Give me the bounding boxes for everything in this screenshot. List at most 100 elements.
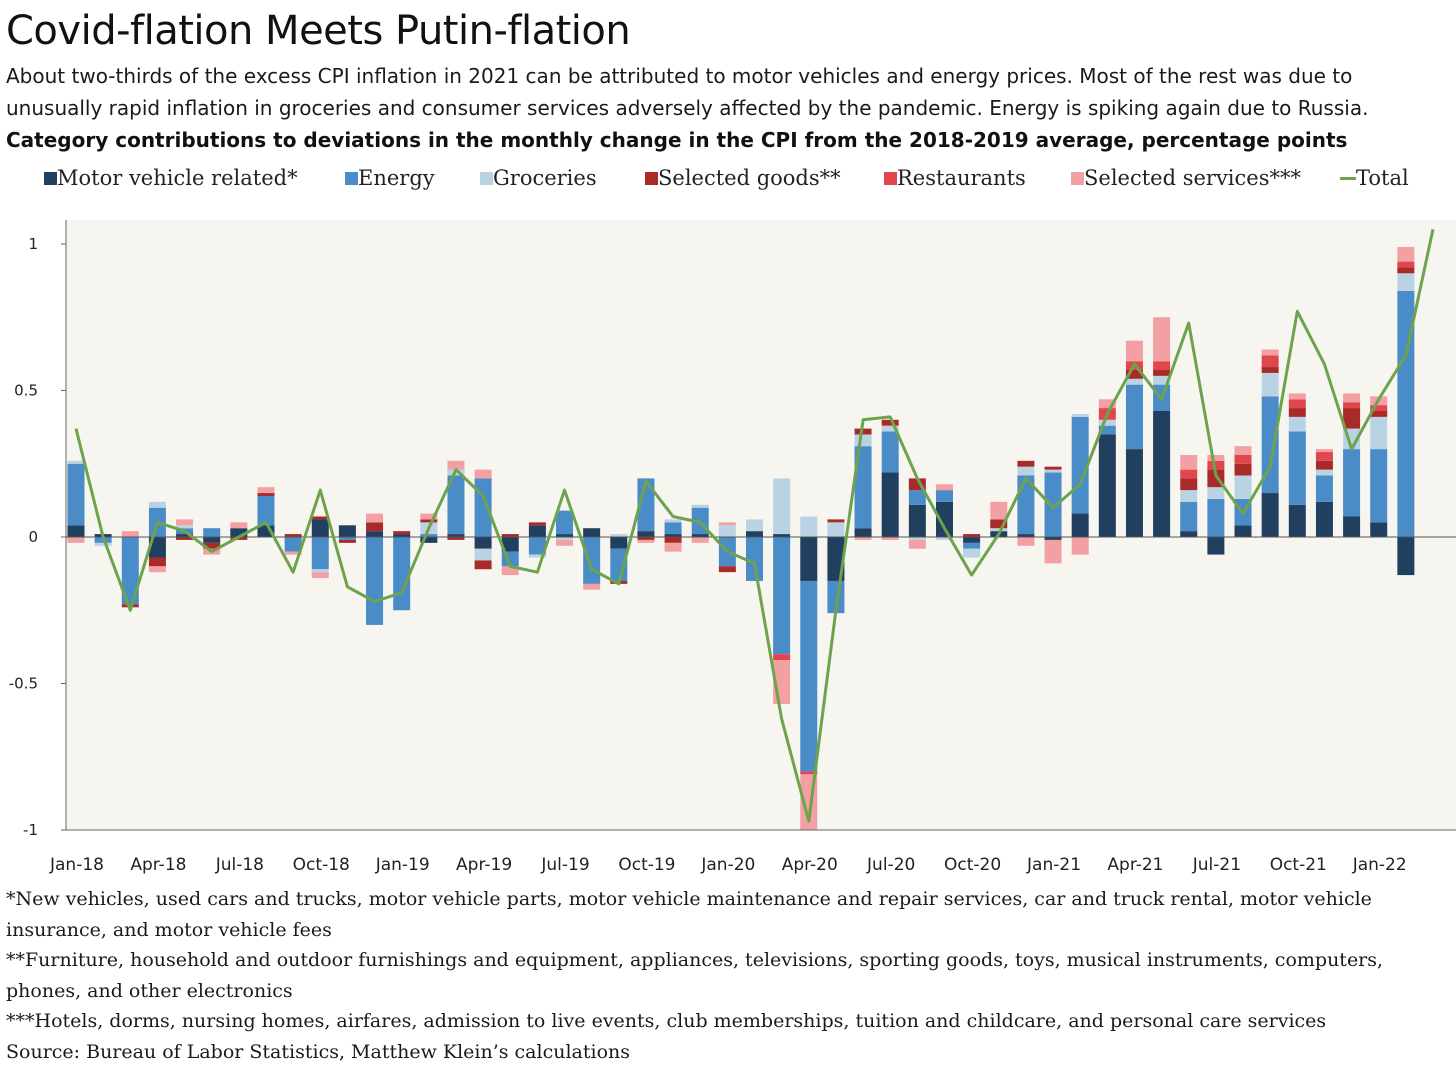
bar-segment	[990, 519, 1008, 529]
y-axis: 1 0.5 0 -0.5 -1	[9, 220, 67, 839]
bar-segment	[1017, 466, 1035, 476]
legend-item-groceries: Groceries	[480, 166, 597, 190]
legend-line-total	[1340, 176, 1356, 180]
legend-label-energy: Energy	[358, 166, 435, 190]
bar-segment	[583, 537, 601, 584]
legend-swatch-restaurants	[884, 171, 897, 185]
bar-segment	[800, 771, 818, 775]
bar-segment	[1098, 425, 1116, 435]
bar-segment	[1397, 290, 1415, 537]
bar-segment	[718, 566, 736, 573]
bar-segment	[1343, 393, 1361, 403]
bar-segment	[1315, 475, 1333, 502]
y-tick-label: 1	[28, 235, 38, 253]
bar-segment	[420, 513, 438, 520]
bar-segment	[203, 537, 221, 543]
legend-label-selected-services: Selected services***	[1084, 166, 1301, 190]
bar-segment	[1153, 369, 1171, 376]
bar-segment	[311, 572, 329, 579]
legend-swatch-selected-goods	[645, 171, 658, 185]
legend-swatch-motor-vehicle	[44, 171, 57, 185]
bar-segment	[881, 419, 899, 426]
bar-segment	[203, 528, 221, 537]
bar-segment	[664, 519, 682, 523]
x-tick-label: Jan-22	[1352, 855, 1407, 875]
x-tick-label: Apr-18	[130, 855, 186, 875]
bar-segment	[935, 501, 953, 537]
bar-segment	[1261, 372, 1279, 397]
bar-segment	[67, 537, 85, 543]
bar-segment	[1207, 537, 1225, 555]
bar-segment	[1343, 408, 1361, 429]
bar-segment	[1017, 534, 1035, 537]
bar-segment	[854, 428, 872, 435]
bar-segment	[1017, 460, 1035, 467]
bar-segment	[67, 460, 85, 464]
bar-segment	[963, 548, 981, 558]
bar-segment	[366, 513, 384, 523]
bar-segment	[800, 516, 818, 537]
x-axis: Jan-18 Apr-18 Jul-18 Oct-18 Jan-19 Apr-19 Jul-…	[49, 829, 1456, 875]
bar-segment	[528, 525, 546, 537]
bar-segment	[284, 551, 302, 555]
bar-segment	[691, 534, 709, 537]
footnotes: *New vehicles, used cars and trucks, mot…	[6, 884, 1446, 1067]
bar-segment	[1261, 493, 1279, 537]
bar-segment	[1017, 537, 1035, 546]
x-tick-label: Apr-20	[782, 855, 838, 875]
bar-segment	[773, 654, 791, 661]
bar-segment	[474, 469, 492, 479]
bar-segment	[691, 504, 709, 508]
bar-segment	[1153, 411, 1171, 537]
bar-segment	[1288, 393, 1306, 400]
bar-segment	[1315, 501, 1333, 537]
bar-segment	[447, 460, 465, 470]
x-tick-label: Oct-18	[293, 855, 350, 875]
bar-segment	[1044, 469, 1062, 473]
x-tick-label: Apr-19	[456, 855, 512, 875]
bar-segment	[1125, 369, 1143, 379]
bar-segment	[1261, 355, 1279, 368]
legend-item-motor-vehicle: Motor vehicle related*	[44, 166, 298, 190]
bar-segment	[718, 525, 736, 537]
bar-segment	[1125, 384, 1143, 450]
legend-swatch-selected-services	[1071, 171, 1084, 185]
x-tick-label: Jul-21	[1192, 855, 1241, 875]
legend-swatch-groceries	[480, 171, 493, 185]
bar-segment	[393, 537, 411, 611]
bar-segment	[637, 537, 655, 540]
bar-segment	[1125, 378, 1143, 385]
bar-segment	[1397, 273, 1415, 291]
bar-segment	[556, 510, 574, 535]
bar-segment	[1397, 267, 1415, 274]
bar-segment	[881, 472, 899, 537]
bar-segment	[420, 534, 438, 537]
legend-label-total: Total	[1356, 166, 1409, 190]
x-tick-label: Jan-20	[700, 855, 755, 875]
bar-segment	[637, 539, 655, 543]
bar-segment	[203, 542, 221, 549]
bar-segment	[908, 490, 926, 505]
bar-segment	[746, 519, 763, 532]
bar-segment	[1343, 449, 1361, 517]
bar-segment	[773, 478, 791, 535]
bar-segment	[338, 525, 356, 537]
bar-segment	[1044, 472, 1062, 537]
bar-segment	[800, 580, 818, 772]
bar-segment	[338, 539, 356, 543]
bar-segment	[1207, 460, 1225, 470]
bar-segment	[528, 537, 546, 555]
total-line	[74, 228, 1435, 823]
bar-segment	[1180, 454, 1198, 470]
bar-segment	[990, 501, 1008, 520]
bar-segment	[1044, 466, 1062, 470]
bar-segment	[474, 537, 492, 549]
bar-segment	[1180, 531, 1198, 537]
legend-label-motor-vehicle: Motor vehicle related*	[57, 166, 298, 190]
bar-segment	[1234, 463, 1252, 476]
bar-segment	[1397, 537, 1415, 576]
bar-segment	[257, 495, 275, 526]
legend-item-restaurants: Restaurants	[884, 166, 1026, 190]
footnote-selected-services: ***Hotels, dorms, nursing homes, airfare…	[6, 1010, 1327, 1032]
bar-segment	[664, 522, 682, 535]
